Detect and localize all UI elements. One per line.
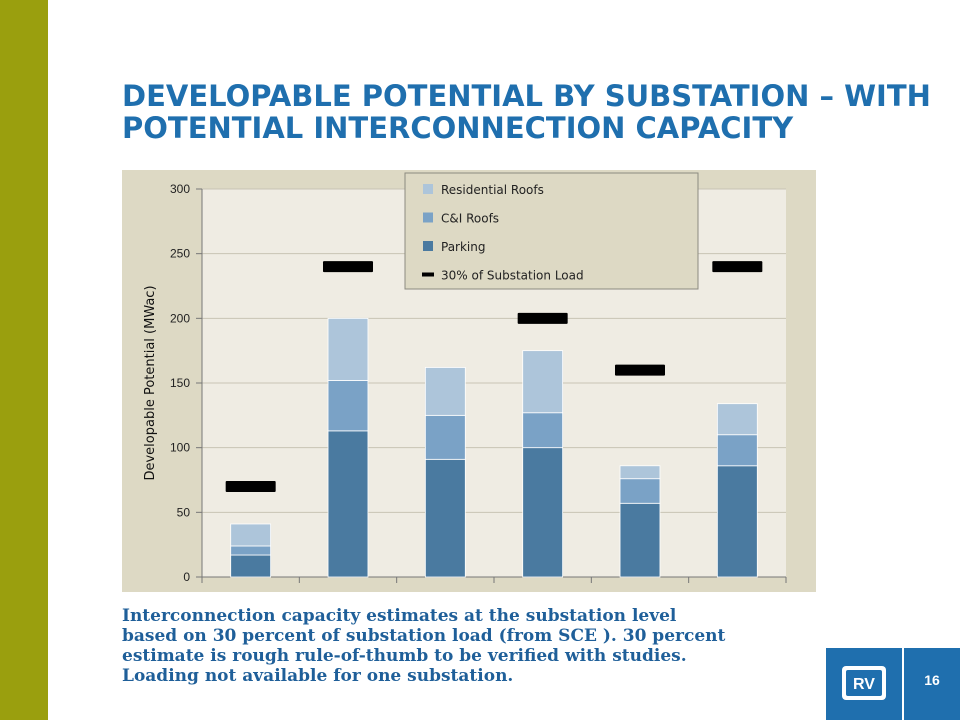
- caption-text: Interconnection capacity estimates at th…: [122, 606, 822, 686]
- bar-segment-parking: [522, 447, 564, 578]
- y-tick-label: 250: [170, 247, 190, 261]
- legend-swatch: [423, 184, 433, 194]
- bar-segment-residential-roofs: [522, 350, 564, 414]
- y-tick-label: 100: [170, 441, 190, 455]
- bar-segment-residential-roofs: [716, 403, 758, 436]
- bar-segment-c-i-roofs: [619, 478, 661, 504]
- y-tick-label: 200: [170, 311, 190, 325]
- bar-segment-residential-roofs: [230, 523, 272, 547]
- caption-line: Interconnection capacity estimates at th…: [122, 606, 677, 626]
- y-tick-label: 0: [183, 570, 190, 584]
- logo-text: RV: [853, 676, 875, 693]
- legend-swatch: [423, 241, 433, 251]
- title-line-2: POTENTIAL INTERCONNECTION CAPACITY: [122, 111, 794, 145]
- legend-label: C&I Roofs: [441, 212, 499, 226]
- y-tick-label: 300: [170, 182, 190, 196]
- bar-segment-parking: [619, 502, 661, 578]
- chart-panel: 0 50 100 150 200 250 300 Developable Potential …: [122, 170, 816, 592]
- legend-swatch: [423, 212, 433, 223]
- bar-segment-c-i-roofs: [230, 545, 272, 556]
- caption-line: based on 30 percent of substation load (…: [122, 626, 726, 646]
- legend-swatch: [422, 272, 434, 277]
- y-tick-label: 150: [170, 376, 190, 390]
- legend-label: Residential Roofs: [441, 183, 544, 197]
- bar-segment-c-i-roofs: [327, 380, 369, 432]
- bar-segment-parking: [716, 465, 758, 578]
- bar-segment-c-i-roofs: [522, 412, 564, 449]
- y-tick-label: 50: [177, 505, 191, 519]
- slide-title: DEVELOPABLE POTENTIAL BY SUBSTATION – WI…: [122, 79, 931, 145]
- page-number-box: 16: [904, 648, 960, 720]
- caption-line: estimate is rough rule-of-thumb to be ve…: [122, 646, 687, 666]
- load-marker: [323, 261, 373, 273]
- bar-segment-parking: [230, 554, 272, 578]
- logo-icon: RV: [842, 666, 886, 700]
- company-logo: RV: [826, 648, 902, 720]
- caption-line: Loading not available for one substation…: [122, 666, 514, 686]
- load-marker: [615, 364, 665, 376]
- bar-segment-residential-roofs: [327, 317, 369, 381]
- stacked-bar-chart: 0 50 100 150 200 250 300 Developable Potential …: [143, 172, 787, 584]
- bar-segment-c-i-roofs: [716, 434, 758, 467]
- sidebar-accent-bar: [0, 0, 48, 720]
- legend-label: 30% of Substation Load: [441, 269, 584, 283]
- title-line-1: DEVELOPABLE POTENTIAL BY SUBSTATION – WI…: [122, 79, 931, 113]
- page-number: 16: [924, 672, 940, 688]
- bar-segment-c-i-roofs: [424, 414, 466, 460]
- bar-segment-parking: [424, 458, 466, 578]
- bar-segment-residential-roofs: [424, 367, 466, 416]
- load-marker: [517, 312, 568, 324]
- load-marker: [712, 261, 763, 273]
- bar-segment-residential-roofs: [619, 465, 661, 480]
- legend-box: [404, 172, 699, 290]
- legend-label: Parking: [441, 240, 486, 254]
- bar-segment-parking: [327, 430, 369, 578]
- y-axis-label: Developable Potential (MWac): [143, 285, 158, 480]
- load-marker: [225, 480, 276, 492]
